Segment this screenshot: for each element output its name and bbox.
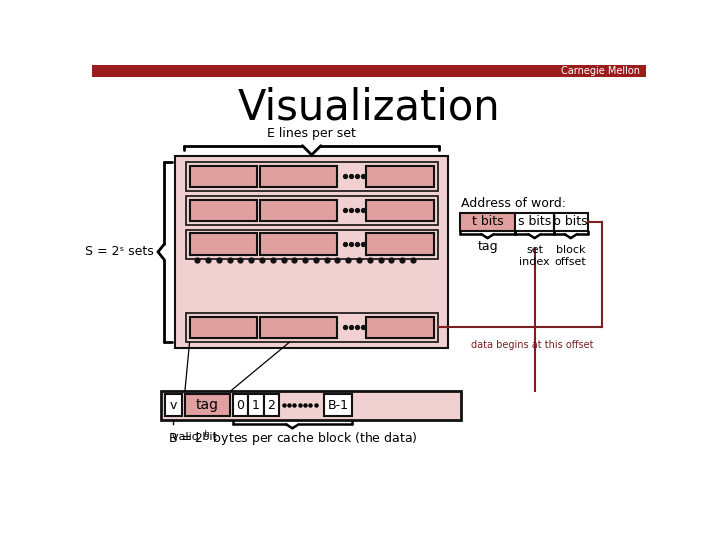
FancyBboxPatch shape [261, 316, 338, 338]
FancyBboxPatch shape [366, 316, 433, 338]
Text: tag: tag [477, 240, 498, 253]
Text: t bits: t bits [472, 215, 503, 228]
Text: set
index: set index [519, 245, 550, 267]
FancyBboxPatch shape [324, 394, 352, 416]
FancyBboxPatch shape [189, 200, 257, 221]
Text: E lines per set: E lines per set [267, 127, 356, 140]
Text: 0: 0 [236, 399, 244, 411]
FancyBboxPatch shape [516, 213, 554, 231]
Text: Visualization: Visualization [238, 86, 500, 128]
FancyBboxPatch shape [261, 233, 338, 255]
Text: valid bit: valid bit [172, 432, 217, 442]
Text: B-1: B-1 [328, 399, 348, 411]
FancyBboxPatch shape [261, 200, 338, 221]
FancyBboxPatch shape [186, 313, 438, 342]
FancyBboxPatch shape [233, 394, 248, 416]
FancyBboxPatch shape [554, 213, 588, 231]
Text: v: v [170, 399, 177, 411]
Text: block
offset: block offset [555, 245, 587, 267]
FancyBboxPatch shape [248, 394, 264, 416]
FancyBboxPatch shape [189, 316, 257, 338]
FancyBboxPatch shape [189, 166, 257, 187]
FancyBboxPatch shape [186, 195, 438, 225]
FancyBboxPatch shape [189, 233, 257, 255]
FancyBboxPatch shape [186, 230, 438, 259]
Text: tag: tag [196, 398, 219, 412]
Text: b bits: b bits [554, 215, 588, 228]
Text: data begins at this offset: data begins at this offset [472, 340, 594, 350]
FancyBboxPatch shape [366, 200, 433, 221]
FancyBboxPatch shape [366, 166, 433, 187]
Text: Address of word:: Address of word: [462, 197, 567, 210]
Text: 2: 2 [267, 399, 275, 411]
FancyBboxPatch shape [261, 166, 338, 187]
Text: 1: 1 [252, 399, 260, 411]
Text: S = 2ˢ sets: S = 2ˢ sets [85, 245, 153, 259]
FancyBboxPatch shape [185, 394, 230, 416]
FancyBboxPatch shape [186, 162, 438, 191]
FancyBboxPatch shape [264, 394, 279, 416]
FancyBboxPatch shape [366, 233, 433, 255]
FancyBboxPatch shape [175, 156, 449, 348]
FancyBboxPatch shape [92, 65, 647, 77]
FancyBboxPatch shape [161, 390, 462, 420]
Text: s bits: s bits [518, 215, 552, 228]
FancyBboxPatch shape [165, 394, 182, 416]
Text: B = 2$^b$ bytes per cache block (the data): B = 2$^b$ bytes per cache block (the dat… [168, 429, 417, 448]
Text: Carnegie Mellon: Carnegie Mellon [561, 66, 640, 76]
FancyBboxPatch shape [460, 213, 516, 231]
